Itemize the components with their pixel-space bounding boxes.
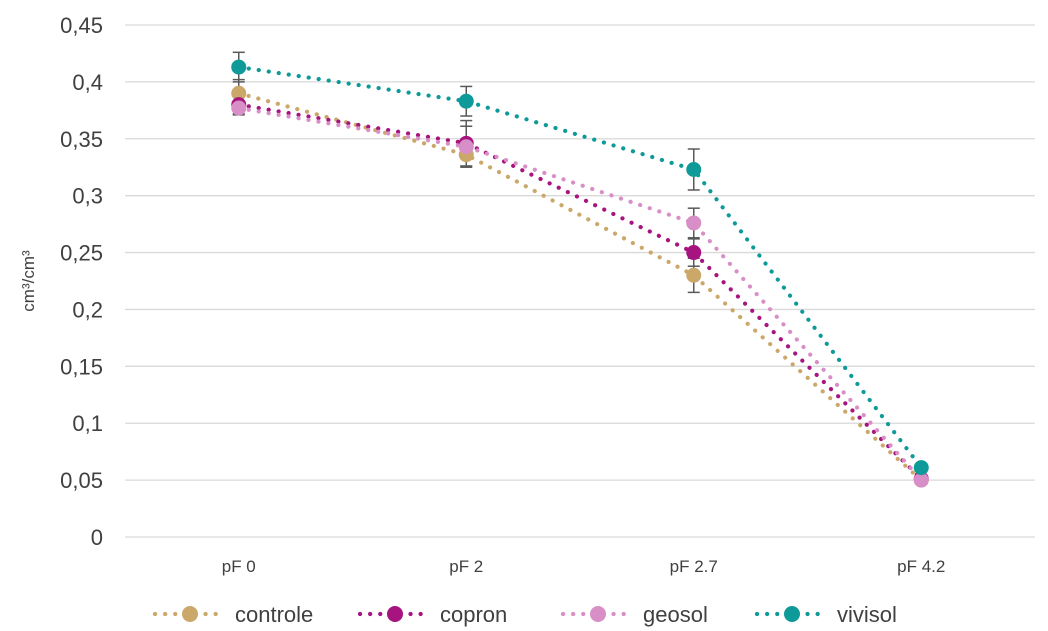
error-bars-geosol — [232, 100, 928, 484]
data-point — [913, 460, 929, 476]
legend-item: copron — [357, 602, 507, 627]
legend-swatch-marker — [784, 606, 800, 622]
data-point — [458, 139, 474, 155]
y-tick-label: 0,05 — [60, 468, 103, 493]
y-tick-label: 0 — [91, 525, 103, 550]
y-gridlines — [125, 24, 1035, 538]
error-bars-vivisol — [232, 51, 928, 472]
data-point — [686, 215, 702, 231]
data-point — [913, 472, 929, 488]
data-point — [458, 93, 474, 109]
legend: controle copron geosol vivisol — [152, 602, 897, 627]
y-tick-label: 0,3 — [72, 184, 103, 209]
markers-controle — [231, 85, 929, 488]
x-tick-label: pF 0 — [222, 557, 256, 576]
series-controle — [236, 91, 924, 483]
y-tick-label: 0,45 — [60, 13, 103, 38]
legend-swatch-marker — [387, 606, 403, 622]
y-axis-label: cm³/cm³ — [19, 250, 38, 312]
x-tick-label: pF 4.2 — [897, 557, 945, 576]
legend-label: geosol — [643, 602, 708, 627]
y-tick-labels: 0 0,05 0,1 0,15 0,2 0,25 0,3 0,35 0,4 0,45 — [60, 13, 103, 550]
legend-item: vivisol — [754, 602, 897, 627]
x-tick-label: pF 2 — [449, 557, 483, 576]
y-tick-label: 0,35 — [60, 127, 103, 152]
x-tick-labels: pF 0 pF 2 pF 2.7 pF 4.2 — [222, 557, 946, 576]
markers-copron — [231, 97, 929, 487]
data-point — [231, 85, 247, 101]
y-tick-label: 0,15 — [60, 354, 103, 379]
markers-vivisol — [231, 59, 929, 476]
data-point — [686, 245, 702, 261]
legend-item: geosol — [560, 602, 708, 627]
series-vivisol — [236, 64, 924, 470]
y-tick-label: 0,4 — [72, 70, 103, 95]
data-point — [686, 161, 702, 177]
x-tick-label: pF 2.7 — [670, 557, 718, 576]
data-point — [231, 100, 247, 116]
legend-label: copron — [440, 602, 507, 627]
data-point — [686, 267, 702, 283]
legend-swatch-marker — [590, 606, 606, 622]
series-line — [236, 91, 924, 483]
series-line — [236, 64, 924, 470]
legend-item: controle — [152, 602, 313, 627]
series-line — [236, 105, 924, 483]
y-tick-label: 0,2 — [72, 297, 103, 322]
y-tick-label: 0,1 — [72, 411, 103, 436]
series-geosol — [236, 105, 924, 483]
legend-swatch-marker — [182, 606, 198, 622]
y-tick-label: 0,25 — [60, 241, 103, 266]
legend-label: vivisol — [837, 602, 897, 627]
legend-label: controle — [235, 602, 313, 627]
markers-geosol — [231, 100, 929, 488]
data-point — [231, 59, 247, 75]
error-bars-controle — [232, 78, 928, 484]
